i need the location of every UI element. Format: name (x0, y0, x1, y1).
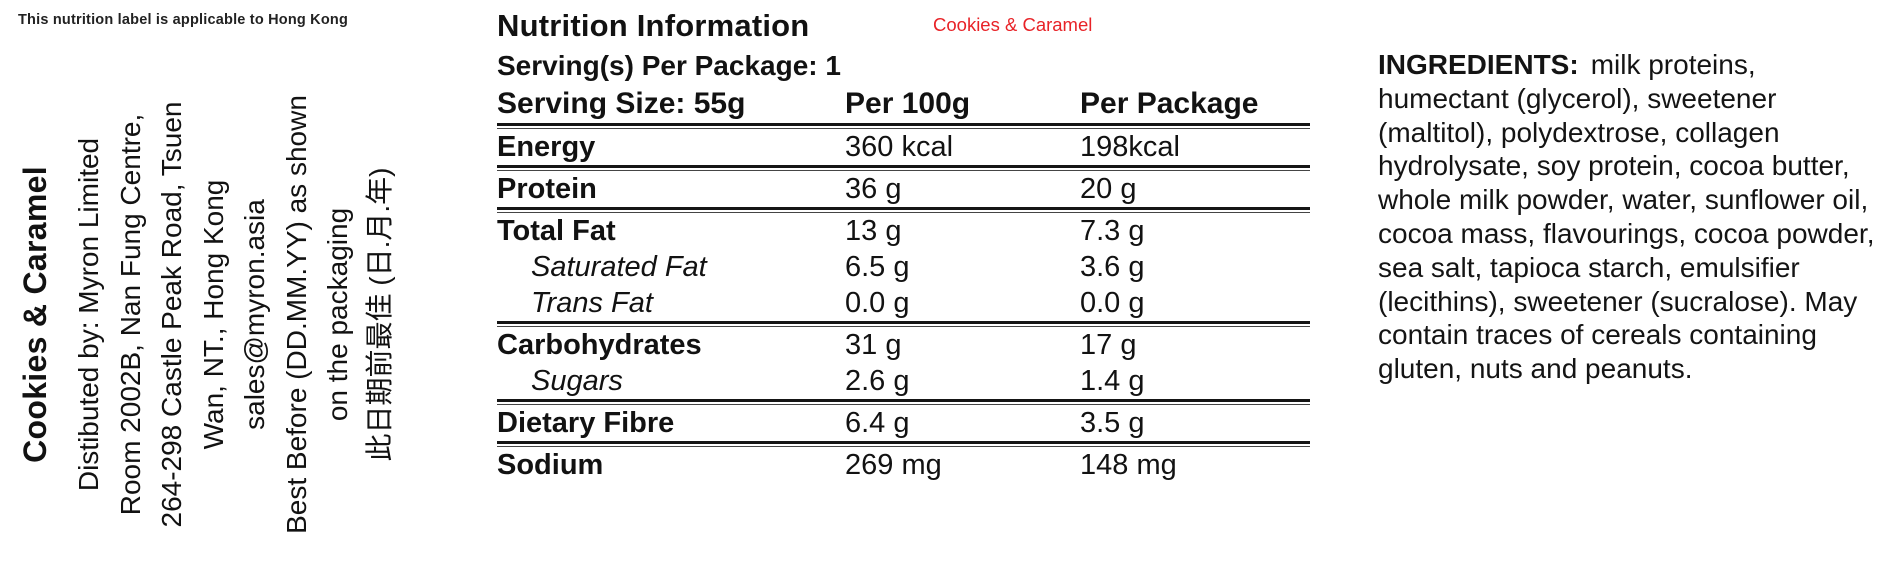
row-label: Trans Fat (531, 287, 653, 319)
row-value-per-package: 20 g (1080, 173, 1137, 205)
row-value-per-100g: 269 mg (845, 449, 942, 481)
row-label: Energy (497, 131, 596, 163)
table-row-sodium: Sodium 269 mg 148 mg (497, 447, 1310, 483)
row-value-per-package: 3.5 g (1080, 407, 1145, 439)
table-row-dietary-fibre: Dietary Fibre 6.4 g 3.5 g (497, 405, 1310, 441)
row-label: Sugars (531, 365, 623, 397)
column-header-serving-size: Serving Size: 55g (497, 87, 746, 120)
row-label: Total Fat (497, 215, 616, 247)
best-before-line: Best Before (DD.MM.YY) as shown (280, 95, 312, 534)
row-value-per-100g: 13 g (845, 215, 902, 247)
row-value-per-package: 1.4 g (1080, 365, 1145, 397)
row-label: Dietary Fibre (497, 407, 675, 439)
row-value-per-100g: 2.6 g (845, 365, 910, 397)
row-value-per-package: 198kcal (1080, 131, 1180, 163)
row-value-per-100g: 360 kcal (845, 131, 954, 163)
servings-per-package: Serving(s) Per Package: 1 (497, 50, 841, 81)
row-value-per-package: 0.0 g (1080, 287, 1145, 319)
row-value-per-package: 3.6 g (1080, 251, 1145, 283)
table-rule (497, 321, 1310, 327)
table-row-carbohydrates: Carbohydrates 31 g 17 g (497, 327, 1310, 363)
table-rule (497, 123, 1310, 129)
table-header-row: Serving Size: 55g Per 100g Per Package (497, 85, 1310, 123)
table-row-total-fat: Total Fat 13 g 7.3 g (497, 213, 1310, 249)
row-label: Saturated Fat (531, 251, 707, 283)
table-rule (497, 399, 1310, 405)
row-value-per-100g: 6.4 g (845, 407, 910, 439)
table-rule (497, 165, 1310, 171)
side-label-content: Cookies & Caramel Distibuted by: Myron L… (12, 57, 407, 572)
ingredients-panel: INGREDIENTS: milk proteins, humectant (gl… (1378, 48, 1879, 386)
table-row-energy: Energy 360 kcal 198kcal (497, 129, 1310, 165)
table-row-sugars: Sugars 2.6 g 1.4 g (497, 363, 1310, 399)
row-value-per-package: 17 g (1080, 329, 1137, 361)
distributor-line: 264-298 Castle Peak Road, Tsuen (156, 101, 187, 528)
row-value-per-100g: 6.5 g (845, 251, 910, 283)
nutrition-title: Nutrition Information (497, 8, 810, 43)
row-value-per-package: 148 mg (1080, 449, 1177, 481)
best-before-chinese: 此日期前最佳 (日.月.年) (363, 167, 395, 462)
distributor-line: Room 2002B, Nan Fung Centre, (114, 113, 146, 516)
side-label-rotated: Cookies & Caramel Distibuted by: Myron L… (12, 57, 407, 572)
row-label: Protein (497, 173, 597, 205)
ingredients-text: milk proteins, humectant (glycerol), swe… (1378, 49, 1875, 385)
row-label: Sodium (497, 449, 604, 481)
best-before-line: on the packaging (322, 207, 353, 422)
variant-label: Cookies & Caramel (933, 14, 1093, 35)
table-row-protein: Protein 36 g 20 g (497, 171, 1310, 207)
distributor-line: Distibuted by: Myron Limited (73, 137, 104, 492)
row-value-per-100g: 36 g (845, 173, 902, 205)
row-value-per-100g: 0.0 g (845, 287, 910, 319)
table-row-saturated-fat: Saturated Fat 6.5 g 3.6 g (497, 249, 1310, 285)
table-rule (497, 441, 1310, 447)
nutrition-title-row: Nutrition Information Cookies & Caramel (497, 8, 1310, 48)
ingredients-heading: INGREDIENTS: (1378, 49, 1579, 80)
row-value-per-100g: 31 g (845, 329, 902, 361)
applicability-note: This nutrition label is applicable to Ho… (18, 12, 349, 28)
distributor-line: Wan, NT., Hong Kong (197, 179, 229, 450)
column-header-per-package: Per Package (1080, 87, 1259, 120)
row-value-per-package: 7.3 g (1080, 215, 1145, 247)
row-label: Carbohydrates (497, 329, 702, 361)
column-header-per-100g: Per 100g (845, 87, 971, 120)
nutrition-panel: Nutrition Information Cookies & Caramel … (497, 8, 1310, 483)
table-row-trans-fat: Trans Fat 0.0 g 0.0 g (497, 285, 1310, 321)
table-rule (497, 207, 1310, 213)
distributor-email: sales@myron.asia (239, 199, 270, 430)
product-name: Cookies & Caramel (17, 166, 53, 463)
